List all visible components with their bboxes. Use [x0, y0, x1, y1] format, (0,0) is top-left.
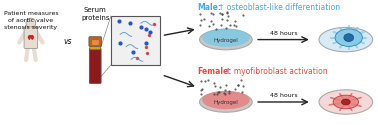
Ellipse shape [333, 95, 358, 109]
Ellipse shape [344, 34, 354, 42]
Text: Hydrogel: Hydrogel [214, 100, 238, 105]
Text: 48 hours: 48 hours [270, 93, 297, 98]
Text: ↑ osteoblast-like differentiation: ↑ osteoblast-like differentiation [218, 2, 340, 12]
FancyBboxPatch shape [89, 48, 101, 84]
Text: Female:: Female: [198, 67, 232, 76]
Circle shape [26, 18, 36, 28]
Text: 48 hours: 48 hours [270, 31, 297, 36]
Text: Male:: Male: [198, 2, 222, 12]
Text: Hydrogel: Hydrogel [214, 38, 238, 43]
FancyBboxPatch shape [90, 44, 101, 50]
Ellipse shape [203, 91, 249, 109]
Text: ↑ myofibroblast activation: ↑ myofibroblast activation [225, 67, 328, 76]
Ellipse shape [341, 99, 350, 105]
Ellipse shape [200, 92, 252, 112]
Ellipse shape [200, 29, 252, 50]
Ellipse shape [335, 29, 363, 46]
Text: Patient measures
of aortic valve
stenosis severity: Patient measures of aortic valve stenosi… [3, 11, 58, 30]
Ellipse shape [203, 29, 249, 46]
Ellipse shape [319, 27, 373, 52]
Text: Serum
proteins: Serum proteins [81, 7, 110, 21]
FancyBboxPatch shape [24, 27, 38, 48]
Ellipse shape [319, 90, 373, 114]
Text: vs: vs [64, 37, 72, 46]
FancyBboxPatch shape [111, 16, 160, 65]
FancyBboxPatch shape [89, 37, 102, 46]
